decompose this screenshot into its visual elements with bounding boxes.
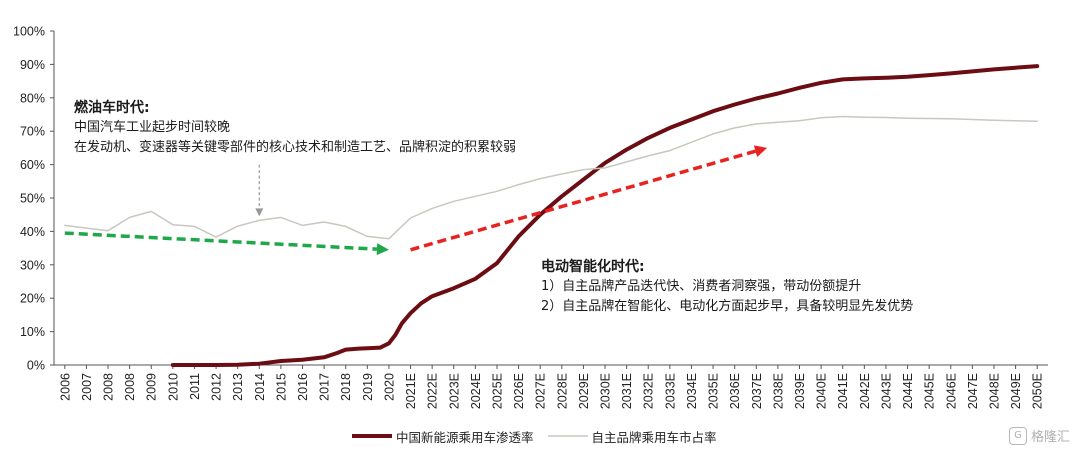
x-tick-label: 2048E [987, 373, 1001, 409]
x-tick-label: 2037E [750, 373, 764, 409]
x-tick-label: 2024E [469, 373, 483, 409]
x-tick-label: 2008 [123, 373, 137, 401]
x-tick-label: 2007 [80, 373, 94, 401]
ice-era-title: 燃油车时代: [74, 100, 150, 116]
y-tick-label: 70% [20, 125, 45, 139]
x-tick-label: 2042E [858, 373, 872, 409]
x-tick-label: 2046E [944, 373, 958, 409]
y-tick-label: 40% [20, 225, 45, 239]
x-tick-label: 2012 [210, 373, 224, 401]
gray-pointer-arrow-head [255, 208, 264, 217]
ice-era-line-2: 在发动机、变速器等关键零部件的核心技术和制造工艺、品牌积淀的积累较弱 [74, 140, 517, 155]
x-tick-label: 2027E [534, 373, 548, 409]
legend-swatch-nev [352, 434, 392, 438]
x-tick-label: 2026E [512, 373, 526, 409]
ev-era-line-2: 2）自主品牌在智能化、电动化方面起步早，具备较明显先发优势 [541, 299, 914, 314]
ev-era-line-1: 1）自主品牌产品迭代快、消费者洞察强，带动份额提升 [541, 279, 862, 294]
y-tick-label: 20% [20, 292, 45, 306]
legend-label-brand: 自主品牌乘用车市占率 [591, 429, 717, 445]
x-tick-label: 2031E [620, 373, 634, 409]
x-tick-label: 2022E [426, 373, 440, 409]
y-tick-label: 60% [20, 158, 45, 172]
x-tick-label: 2013 [231, 373, 245, 401]
legend-item-brand: 自主品牌乘用车市占率 [547, 427, 717, 446]
x-tick-label: 2047E [966, 373, 980, 409]
gray-pointer-arrow [255, 164, 264, 217]
y-tick-label: 80% [20, 91, 45, 105]
x-tick-label: 2033E [663, 373, 677, 409]
x-tick-label: 2016 [296, 373, 310, 401]
watermark-logo-icon: G [1008, 426, 1027, 445]
x-tick-label: 2043E [879, 373, 893, 409]
green-trend-arrow-shaft [64, 231, 378, 251]
x-tick-label: 2049E [1009, 373, 1023, 409]
x-tick-label: 2036E [728, 373, 742, 409]
y-tick-label: 50% [20, 192, 45, 206]
y-tick-label: 100% [13, 25, 45, 39]
green-trend-arrow [64, 231, 389, 256]
x-tick-label: 2032E [642, 373, 656, 409]
red-trend-arrow [410, 145, 768, 252]
series-line-nev-penetration [170, 64, 1040, 367]
x-tick-label: 2023E [447, 373, 461, 409]
ice-era-line-1: 中国汽车工业起步时间较晚 [74, 120, 231, 135]
x-tick-label: 2029E [577, 373, 591, 409]
x-tick-label: 2011 [188, 373, 202, 400]
legend-item-nev: 中国新能源乘用车渗透率 [352, 427, 534, 446]
y-tick-label: 10% [20, 325, 45, 339]
x-tick-label: 2028E [555, 373, 569, 409]
x-tick-label: 2021E [404, 373, 418, 409]
legend-swatch-brand [547, 435, 588, 437]
watermark-text: 格隆汇 [1030, 430, 1070, 445]
x-tick-label: 2018 [339, 373, 353, 401]
chart-legend: 中国新能源乘用车渗透率 自主品牌乘用车市占率 [352, 427, 731, 445]
legend-label-nev: 中国新能源乘用车渗透率 [396, 429, 534, 445]
x-tick-label: 2017 [318, 373, 332, 401]
x-tick-label: 2034E [685, 373, 699, 409]
x-tick-label: 2014 [253, 373, 267, 401]
x-tick-label: 2010 [166, 373, 180, 401]
x-tick-label: 2039E [793, 373, 807, 409]
x-tick-label: 2008 [102, 373, 116, 401]
annotation-ev-era: 电动智能化时代: 1）自主品牌产品迭代快、消费者洞察强，带动份额提升 2）自主品… [541, 257, 913, 317]
x-tick-label: 2009 [145, 373, 159, 401]
x-tick-label: 2041E [836, 373, 850, 409]
arrow-layer [64, 145, 768, 256]
x-tick-label: 2019 [361, 373, 375, 401]
y-tick-label: 90% [20, 58, 45, 72]
series-layer [64, 64, 1040, 367]
ev-era-title: 电动智能化时代: [541, 259, 645, 275]
x-tick-label: 2020 [382, 373, 396, 401]
x-axis: 2006 2007 2008 2008 2009 2010 2011 2012 2013 2014… [54, 364, 1048, 409]
y-tick-label: 30% [20, 258, 45, 272]
x-tick-label: 2050E [1031, 373, 1045, 409]
x-tick-label: 2025E [490, 373, 504, 409]
green-trend-arrow-head [376, 243, 389, 256]
x-tick-label: 2035E [707, 373, 721, 409]
x-tick-label: 2006 [58, 373, 72, 401]
watermark: G 格隆汇 [1008, 426, 1070, 445]
red-trend-arrow-head [753, 145, 768, 157]
annotation-ice-era: 燃油车时代: 中国汽车工业起步时间较晚 在发动机、变速器等关键零部件的核心技术和… [74, 98, 516, 158]
x-tick-label: 2038E [771, 373, 785, 409]
y-tick-label: 0% [27, 359, 45, 373]
series-line-brand-share [64, 115, 1038, 240]
y-axis: 0% 10% 20% 30% 40% 50% 60% 70% 80% 90% 100% [13, 25, 55, 373]
red-trend-arrow-shaft [410, 149, 757, 252]
x-tick-label: 2040E [815, 373, 829, 409]
x-tick-label: 2015 [274, 373, 288, 401]
x-tick-label: 2044E [901, 373, 915, 409]
x-tick-label: 2030E [599, 373, 613, 409]
x-tick-label: 2045E [923, 373, 937, 409]
